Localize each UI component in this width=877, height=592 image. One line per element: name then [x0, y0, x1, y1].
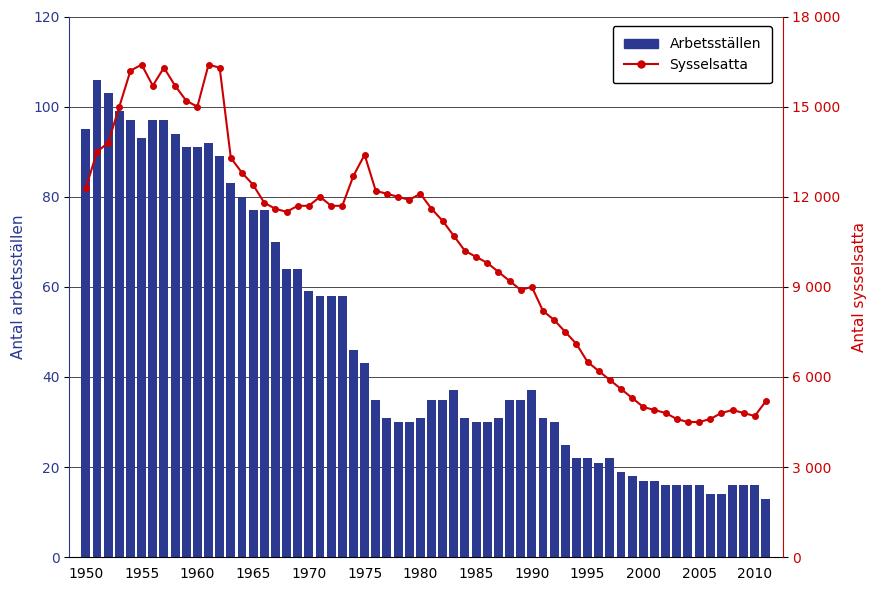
Bar — [160, 120, 168, 557]
Bar — [226, 184, 235, 557]
Bar — [238, 197, 246, 557]
Bar — [460, 417, 469, 557]
Bar — [393, 422, 402, 557]
Bar — [115, 111, 124, 557]
Bar — [705, 494, 714, 557]
Bar — [315, 296, 324, 557]
Bar — [282, 269, 290, 557]
Bar — [416, 417, 424, 557]
Bar — [727, 485, 736, 557]
Bar — [371, 400, 380, 557]
Bar — [694, 485, 702, 557]
Bar — [538, 417, 547, 557]
Bar — [616, 472, 624, 557]
Bar — [82, 129, 90, 557]
Bar — [660, 485, 669, 557]
Bar — [103, 93, 112, 557]
Bar — [215, 156, 224, 557]
Bar — [404, 422, 413, 557]
Bar — [426, 400, 436, 557]
Bar — [717, 494, 725, 557]
Bar — [582, 458, 591, 557]
Bar — [649, 481, 658, 557]
Bar — [170, 134, 179, 557]
Bar — [137, 139, 146, 557]
Bar — [571, 458, 581, 557]
Bar — [293, 269, 302, 557]
Bar — [126, 120, 135, 557]
Bar — [672, 485, 681, 557]
Y-axis label: Antal arbetsställen: Antal arbetsställen — [11, 215, 26, 359]
Bar — [360, 363, 368, 557]
Bar — [193, 147, 202, 557]
Bar — [271, 242, 280, 557]
Bar — [348, 350, 358, 557]
Bar — [182, 147, 190, 557]
Bar — [682, 485, 692, 557]
Bar — [438, 400, 446, 557]
Bar — [594, 462, 602, 557]
Y-axis label: Antal sysselsatta: Antal sysselsatta — [851, 222, 866, 352]
Bar — [148, 120, 157, 557]
Legend: Arbetsställen, Sysselsatta: Arbetsställen, Sysselsatta — [612, 26, 771, 83]
Bar — [504, 400, 513, 557]
Bar — [338, 296, 346, 557]
Bar — [760, 498, 769, 557]
Bar — [449, 391, 458, 557]
Bar — [92, 80, 102, 557]
Bar — [750, 485, 759, 557]
Bar — [482, 422, 491, 557]
Bar — [494, 417, 503, 557]
Bar — [304, 291, 313, 557]
Bar — [203, 143, 213, 557]
Bar — [382, 417, 391, 557]
Bar — [627, 476, 636, 557]
Bar — [326, 296, 335, 557]
Bar — [605, 458, 614, 557]
Bar — [248, 210, 257, 557]
Bar — [516, 400, 524, 557]
Bar — [738, 485, 747, 557]
Bar — [471, 422, 480, 557]
Bar — [260, 210, 268, 557]
Bar — [527, 391, 536, 557]
Bar — [549, 422, 558, 557]
Bar — [560, 445, 569, 557]
Bar — [638, 481, 647, 557]
